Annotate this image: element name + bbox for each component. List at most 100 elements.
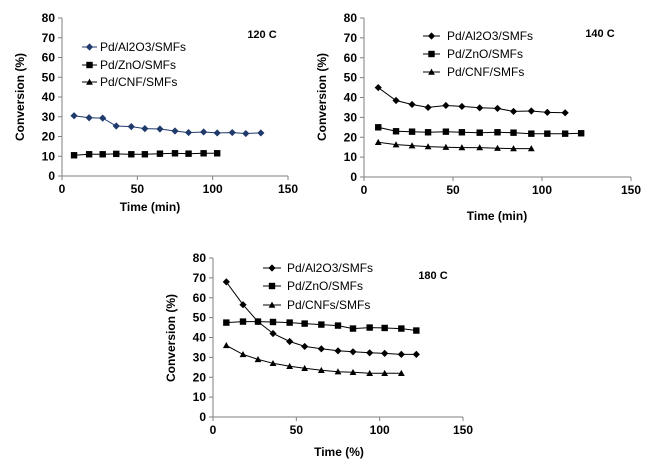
data-point xyxy=(128,151,135,158)
x-axis-label: Time (min) xyxy=(467,209,527,223)
data-point xyxy=(269,359,277,367)
x-tick-label: 150 xyxy=(453,423,473,437)
series-line xyxy=(378,141,532,150)
data-point xyxy=(223,319,230,326)
y-tick-label: 70 xyxy=(42,31,56,45)
data-point xyxy=(543,108,551,117)
data-point xyxy=(476,144,484,151)
data-point xyxy=(349,348,357,356)
data-point xyxy=(509,107,518,116)
data-point xyxy=(99,114,107,122)
data-point xyxy=(127,123,135,131)
data-point xyxy=(156,150,164,157)
x-tick-label: 100 xyxy=(532,183,552,197)
legend-label: Pd/ZnO/SMFs xyxy=(100,58,176,72)
legend-marker xyxy=(268,301,276,308)
data-point xyxy=(200,128,208,136)
data-point xyxy=(424,103,432,112)
data-point xyxy=(334,347,342,355)
data-point xyxy=(442,143,450,150)
legend-entry: Pd/ZnO/SMFs xyxy=(82,58,176,72)
data-point xyxy=(301,342,309,351)
legend-entry: Pd/CNF/SMFs xyxy=(82,75,177,89)
legend-label: Pd/Al2O3/SMFs xyxy=(287,261,373,275)
data-point xyxy=(374,83,382,92)
data-point xyxy=(476,129,483,136)
data-point xyxy=(213,150,221,157)
series-triangle xyxy=(374,138,535,152)
data-point xyxy=(349,368,357,376)
x-tick-label: 150 xyxy=(621,183,641,197)
data-point xyxy=(408,128,416,135)
legend-entry: Pd/CNFs/SMFs xyxy=(263,298,370,312)
series-line xyxy=(377,87,566,114)
data-point xyxy=(424,129,432,136)
data-point xyxy=(239,301,247,309)
series-diamond xyxy=(70,112,265,138)
legend-marker xyxy=(85,43,94,51)
x-axis-label: Time (min) xyxy=(120,200,180,214)
data-point xyxy=(412,350,420,358)
y-tick-label: 0 xyxy=(350,170,357,184)
data-point xyxy=(493,104,502,113)
legend-marker xyxy=(268,282,276,290)
y-tick-label: 40 xyxy=(193,331,207,345)
data-point xyxy=(317,366,325,374)
legend-marker xyxy=(427,32,436,40)
y-axis-label: Conversion (%) xyxy=(315,53,329,141)
data-point xyxy=(510,129,517,136)
data-point xyxy=(366,349,374,357)
data-point xyxy=(510,145,517,152)
x-tick-label: 0 xyxy=(59,182,66,196)
data-point xyxy=(398,325,405,332)
data-point xyxy=(185,150,192,157)
chart-2: 0 10 20 30 40 50 60 70 80 0 50 100 150 Time (min) Conv… xyxy=(315,11,641,223)
y-tick-label: 50 xyxy=(193,311,207,325)
data-point xyxy=(70,152,78,159)
y-tick-label: 0 xyxy=(199,410,206,424)
y-tick-label: 10 xyxy=(193,390,207,404)
legend-entry: Pd/ZnO/SMFs xyxy=(423,47,523,61)
data-point xyxy=(141,151,149,158)
data-point xyxy=(286,319,293,326)
data-point xyxy=(239,350,247,358)
series-line xyxy=(226,344,402,374)
data-point xyxy=(366,324,373,331)
data-point xyxy=(442,128,450,135)
data-point xyxy=(527,145,535,152)
data-point xyxy=(413,327,420,334)
series-triangle xyxy=(222,342,405,376)
x-tick-label: 0 xyxy=(210,423,217,437)
legend-marker xyxy=(86,78,93,85)
data-point xyxy=(286,337,294,346)
data-point xyxy=(381,324,388,332)
data-point xyxy=(458,144,466,151)
y-tick-label: 60 xyxy=(193,291,207,305)
data-point xyxy=(213,129,221,137)
data-point xyxy=(392,141,400,148)
data-point xyxy=(374,138,382,145)
y-tick-label: 30 xyxy=(344,110,358,124)
data-point xyxy=(494,144,501,151)
data-point xyxy=(171,127,179,135)
data-point xyxy=(85,151,93,158)
y-axis-label: Conversion (%) xyxy=(13,53,27,141)
data-point xyxy=(334,368,342,375)
legend-label: Pd/Al2O3/SMFs xyxy=(447,29,533,43)
y-tick-label: 20 xyxy=(344,130,358,144)
legend-entry: Pd/Al2O3/SMFs xyxy=(82,40,186,54)
data-point xyxy=(392,96,400,105)
legend-marker xyxy=(86,61,93,69)
data-point xyxy=(544,130,551,137)
y-tick-label: 30 xyxy=(42,110,56,124)
y-tick-label: 60 xyxy=(344,51,358,65)
data-point xyxy=(254,355,262,363)
series-diamond xyxy=(374,83,569,117)
legend-marker xyxy=(428,68,435,75)
legend-label: Pd/CNF/SMFs xyxy=(100,75,177,89)
chart-1: 0 10 20 30 40 50 60 70 80 0 50 100 150 Time (min) Conv… xyxy=(13,11,298,214)
x-tick-label: 50 xyxy=(446,183,460,197)
data-point xyxy=(286,362,294,370)
y-axis-label: Conversion (%) xyxy=(164,294,178,382)
data-point xyxy=(184,128,193,137)
